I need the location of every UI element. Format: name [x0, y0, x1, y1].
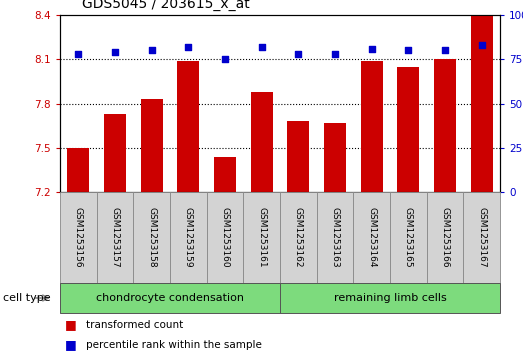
Bar	[427, 192, 463, 283]
Point	[74, 51, 83, 57]
Text: GSM1253167: GSM1253167	[477, 207, 486, 268]
Text: percentile rank within the sample: percentile rank within the sample	[86, 340, 262, 350]
Bar	[243, 192, 280, 283]
Bar	[133, 192, 170, 283]
Text: GSM1253163: GSM1253163	[331, 207, 339, 268]
Bar	[397, 67, 419, 192]
Text: remaining limb cells: remaining limb cells	[334, 293, 446, 303]
Point	[111, 49, 119, 55]
Bar	[104, 114, 126, 192]
Bar	[170, 192, 207, 283]
Text: GSM1253166: GSM1253166	[440, 207, 449, 268]
Point	[368, 46, 376, 52]
Text: chondrocyte condensation: chondrocyte condensation	[96, 293, 244, 303]
Point	[184, 44, 192, 50]
Bar	[280, 283, 500, 313]
Text: GSM1253159: GSM1253159	[184, 207, 193, 268]
Bar	[434, 59, 456, 192]
Text: GSM1253160: GSM1253160	[221, 207, 230, 268]
Bar	[60, 192, 97, 283]
Bar	[463, 192, 500, 283]
Text: ■: ■	[65, 318, 77, 331]
Point	[221, 56, 229, 62]
Text: GSM1253165: GSM1253165	[404, 207, 413, 268]
Bar	[177, 61, 199, 192]
Text: GSM1253162: GSM1253162	[294, 207, 303, 268]
Text: GSM1253158: GSM1253158	[147, 207, 156, 268]
Point	[147, 48, 156, 53]
Bar	[287, 121, 309, 192]
Bar	[97, 192, 133, 283]
Text: ■: ■	[65, 339, 77, 351]
Bar	[67, 148, 89, 192]
Bar	[60, 283, 280, 313]
Point	[294, 51, 302, 57]
Text: GDS5045 / 203615_x_at: GDS5045 / 203615_x_at	[82, 0, 250, 11]
Point	[331, 51, 339, 57]
Bar	[280, 192, 316, 283]
Text: GSM1253161: GSM1253161	[257, 207, 266, 268]
Bar	[354, 192, 390, 283]
Bar	[324, 123, 346, 192]
Bar	[390, 192, 427, 283]
Point	[441, 48, 449, 53]
Bar	[141, 99, 163, 192]
Text: cell type: cell type	[3, 293, 50, 303]
Bar	[316, 192, 354, 283]
Bar	[361, 61, 383, 192]
Text: GSM1253157: GSM1253157	[110, 207, 119, 268]
Point	[404, 48, 413, 53]
Bar	[207, 192, 243, 283]
Point	[477, 42, 486, 48]
Bar	[214, 156, 236, 192]
Text: GSM1253164: GSM1253164	[367, 207, 376, 268]
Text: GSM1253156: GSM1253156	[74, 207, 83, 268]
Text: transformed count: transformed count	[86, 320, 184, 330]
Bar	[251, 92, 272, 192]
Bar	[471, 15, 493, 192]
Point	[257, 44, 266, 50]
